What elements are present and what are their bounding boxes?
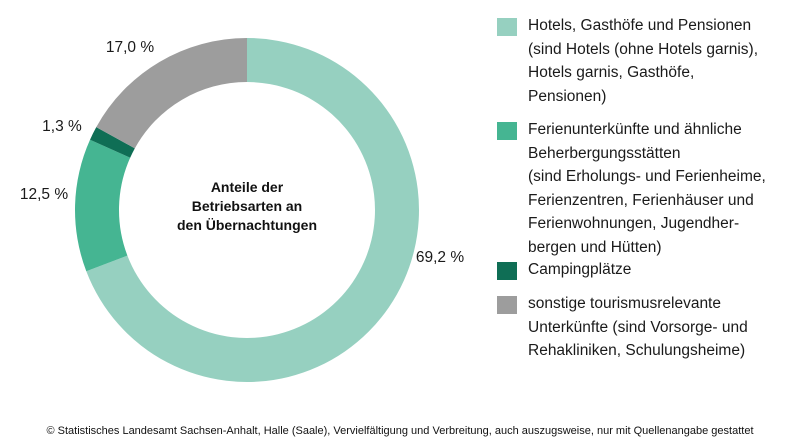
footer: © Statistisches Landesamt Sachsen-Anhalt… <box>46 425 754 437</box>
value-label: 69,2 % <box>416 249 464 266</box>
legend-swatch <box>497 296 517 314</box>
legend-swatch <box>497 262 517 280</box>
value-label: 17,0 % <box>106 39 154 56</box>
slice <box>96 38 247 149</box>
legend-swatch <box>497 18 517 36</box>
center-label: Anteile der Betriebsarten an den Übernac… <box>176 179 317 233</box>
value-label: 12,5 % <box>20 186 68 203</box>
slice <box>74 139 131 272</box>
legend-label: Ferienunterkünfte und ähnliche Beherberg… <box>528 121 766 256</box>
legend-swatch <box>497 122 517 140</box>
slice <box>90 127 135 158</box>
legend-label: Hotels, Gasthöfe und Pensionen (sind Hot… <box>528 17 759 105</box>
legend-label: Campingplätze <box>528 261 632 278</box>
value-label: 1,3 % <box>42 118 82 135</box>
legend-label: sonstige tourismusrelevante Unterkünfte … <box>528 295 748 359</box>
